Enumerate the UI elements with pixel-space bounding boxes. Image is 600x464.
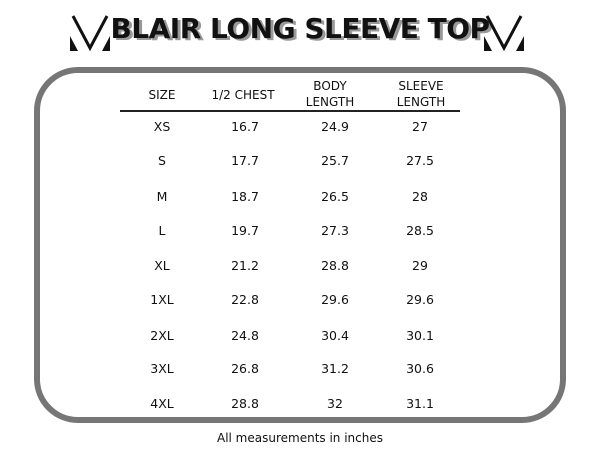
- column-header: 1/2 CHEST: [193, 87, 293, 103]
- column-header-line: BODY: [313, 79, 347, 93]
- column-header-line: LENGTH: [305, 95, 355, 109]
- table-cell: 24.8: [231, 328, 259, 343]
- table-cell: 27.3: [321, 223, 349, 238]
- table-cell: 32: [327, 396, 343, 411]
- table-cell: 30.4: [321, 328, 349, 343]
- table-cell: 27: [412, 119, 428, 134]
- table-cell: 21.2: [231, 258, 259, 273]
- table-cell: 28.8: [321, 258, 349, 273]
- column-header: SIZE: [112, 87, 212, 103]
- table-cell: 18.7: [231, 189, 259, 204]
- column-header-line: LENGTH: [396, 95, 446, 109]
- table-cell: 30.6: [406, 361, 434, 376]
- column-header-line: 1/2 CHEST: [211, 88, 275, 102]
- table-cell: L: [158, 223, 166, 238]
- column-header-line: SIZE: [148, 88, 176, 102]
- table-cell: 25.7: [321, 153, 349, 168]
- table-cell: 26.8: [231, 361, 259, 376]
- table-cell: 4XL: [150, 396, 174, 411]
- table-cell: 30.1: [406, 328, 434, 343]
- table-cell: 26.5: [321, 189, 349, 204]
- page-title: BLAIR LONG SLEEVE TOP: [110, 12, 490, 45]
- table-cell: 31.2: [321, 361, 349, 376]
- table-cell: 27.5: [406, 153, 434, 168]
- table-cell: 29.6: [406, 292, 434, 307]
- table-cell: 3XL: [150, 361, 174, 376]
- table-cell: S: [158, 153, 166, 168]
- header-divider: [120, 110, 460, 112]
- table-cell: 22.8: [231, 292, 259, 307]
- table-cell: 31.1: [406, 396, 434, 411]
- table-cell: 24.9: [321, 119, 349, 134]
- table-cell: 2XL: [150, 328, 174, 343]
- column-header: SLEEVE LENGTH: [371, 78, 471, 110]
- table-cell: 16.7: [231, 119, 259, 134]
- table-cell: 17.7: [231, 153, 259, 168]
- table-cell: 28: [412, 189, 428, 204]
- table-cell: 1XL: [150, 292, 174, 307]
- table-frame: [34, 67, 566, 423]
- table-cell: XL: [154, 258, 170, 273]
- table-cell: M: [156, 189, 168, 204]
- v-monogram-icon: [484, 15, 524, 52]
- table-cell: 29.6: [321, 292, 349, 307]
- column-header: BODY LENGTH: [280, 78, 380, 110]
- column-header-line: SLEEVE: [398, 79, 444, 93]
- footer-note: All measurements in inches: [216, 431, 383, 445]
- v-monogram-icon: [70, 15, 110, 52]
- table-cell: 19.7: [231, 223, 259, 238]
- table-cell: 28.5: [406, 223, 434, 238]
- table-cell: XS: [153, 119, 171, 134]
- table-cell: 28.8: [231, 396, 259, 411]
- table-cell: 29: [412, 258, 428, 273]
